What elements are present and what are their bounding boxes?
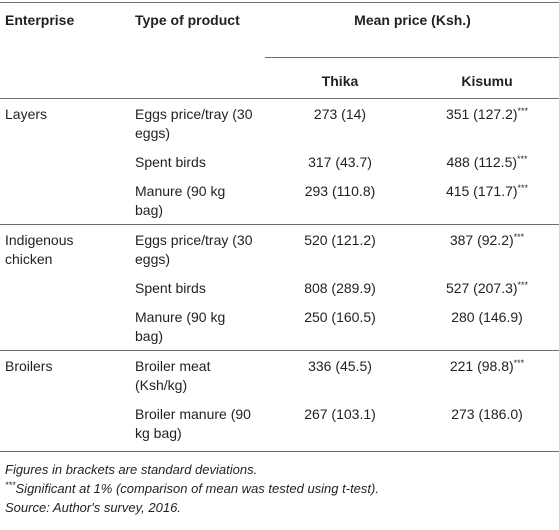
kisumu-value: 527 (207.3) (445, 280, 518, 296)
note-text: Significant at 1% (comparison of mean wa… (15, 481, 379, 496)
product-text: Broiler manure (90 kg bag) (135, 406, 251, 441)
thika-cell: 808 (289.9) (304, 280, 376, 296)
product-text: Broiler meat (Ksh/kg) (135, 358, 211, 393)
significance-mark: *** (513, 358, 525, 368)
enterprise-cell: Indigenous chicken (0, 224, 130, 351)
header-cell: Type of product (130, 2, 265, 99)
kisumu-value: 351 (127.2) (445, 106, 518, 122)
significance-mark: *** (513, 232, 525, 242)
table-row: Indigenous chicken Eggs price/tray (30 eg… (0, 224, 559, 351)
header-row: Enterprise Type of product Mean price (K… (0, 2, 559, 99)
enterprise-text: Indigenous chicken (5, 232, 74, 267)
header-text: Type of product (135, 12, 240, 28)
table-body: Layers Eggs price/tray (30 eggs) 273 (14) 3… (0, 98, 559, 452)
table-row: Manure (90 kg bag) 250 (160.5) 280 (146.9) (0, 302, 559, 351)
thika-cell: 317 (43.7) (308, 154, 372, 170)
kisumu-value: 273 (186.0) (451, 406, 523, 422)
product-cell: Manure (90 kg bag) (130, 302, 265, 351)
product-cell: Spent birds (130, 147, 265, 176)
kisumu-cell: 273 (186.0) (414, 399, 559, 452)
kisumu-value: 280 (146.9) (451, 309, 523, 325)
enterprise-text: Layers (5, 106, 48, 122)
enterprise-text: Broilers (5, 358, 53, 374)
thika-cell: 267 (103.1) (265, 399, 414, 452)
product-text: Manure (90 kg bag) (135, 309, 226, 344)
table-row: Spent birds 808 (289.9) 527 (207.3)*** (0, 273, 559, 302)
significance-mark: *** (517, 183, 529, 193)
price-table: Enterprise Type of product Mean price (K… (0, 2, 559, 452)
subheader-row: Thika Kisumu (0, 57, 559, 99)
kisumu-cell: 387 (92.2)*** (414, 224, 559, 273)
header-cell: Enterprise (0, 2, 130, 99)
subheader-cell: Thika (265, 57, 414, 99)
note: Source: Author's survey, 2016. (5, 498, 559, 517)
kisumu-value: 415 (171.7) (445, 183, 518, 199)
header-cell: Mean price (Ksh.) (265, 2, 559, 58)
product-cell: Broiler meat (Ksh/kg) (130, 350, 265, 399)
kisumu-value: 488 (112.5) (446, 154, 518, 170)
kisumu-value: 387 (92.2) (449, 232, 514, 248)
notes: Figures in brackets are standard deviati… (0, 452, 559, 517)
product-text: Eggs price/tray (30 eggs) (135, 106, 253, 141)
kisumu-cell: 415 (171.7)*** (414, 176, 559, 225)
product-cell: Eggs price/tray (30 eggs) (130, 224, 265, 273)
product-text: Spent birds (135, 280, 206, 296)
product-cell: Manure (90 kg bag) (130, 176, 265, 225)
thika-cell: 336 (45.5) (265, 350, 414, 399)
enterprise-cell: Broilers (0, 350, 130, 452)
subheader-cell: Kisumu (414, 57, 559, 99)
table-row: Broilers Broiler meat (Ksh/kg) 336 (45.5) 2… (0, 350, 559, 452)
product-cell: Spent birds (130, 273, 265, 302)
note: Figures in brackets are standard deviati… (5, 460, 559, 479)
kisumu-cell: 488 (112.5)*** (414, 147, 559, 176)
table-row: Layers Eggs price/tray (30 eggs) 273 (14) 3… (0, 98, 559, 225)
kisumu-value: 221 (98.8) (449, 358, 514, 374)
note: ***Significant at 1% (comparison of mean… (5, 479, 559, 498)
table-row: Spent birds 317 (43.7) 488 (112.5)*** (0, 147, 559, 176)
product-text: Eggs price/tray (30 eggs) (135, 232, 253, 267)
product-cell: Eggs price/tray (30 eggs) (130, 98, 265, 147)
kisumu-cell: 221 (98.8)*** (414, 350, 559, 399)
enterprise-cell: Layers (0, 98, 130, 225)
kisumu-cell: 280 (146.9) (414, 302, 559, 351)
note-text: Source: Author's survey, 2016. (5, 500, 181, 515)
product-cell: Broiler manure (90 kg bag) (130, 399, 265, 452)
thika-cell: 293 (110.8) (304, 183, 376, 199)
significance-mark: *** (517, 106, 529, 116)
kisumu-cell: 351 (127.2)*** (414, 98, 559, 147)
table-row: Manure (90 kg bag) 293 (110.8) 415 (171.7)… (0, 176, 559, 225)
thika-cell: 520 (121.2) (265, 224, 414, 273)
note-sup: *** (5, 480, 16, 490)
kisumu-cell: 527 (207.3)*** (414, 273, 559, 302)
product-text: Spent birds (135, 154, 206, 170)
product-text: Manure (90 kg bag) (135, 183, 226, 218)
significance-mark: *** (517, 154, 528, 164)
table-row: Broiler manure (90 kg bag) 267 (103.1) 273… (0, 399, 559, 452)
significance-mark: *** (517, 280, 529, 290)
thika-cell: 250 (160.5) (304, 309, 376, 325)
note-text: Figures in brackets are standard deviati… (5, 462, 258, 477)
thika-cell: 273 (14) (265, 98, 414, 147)
